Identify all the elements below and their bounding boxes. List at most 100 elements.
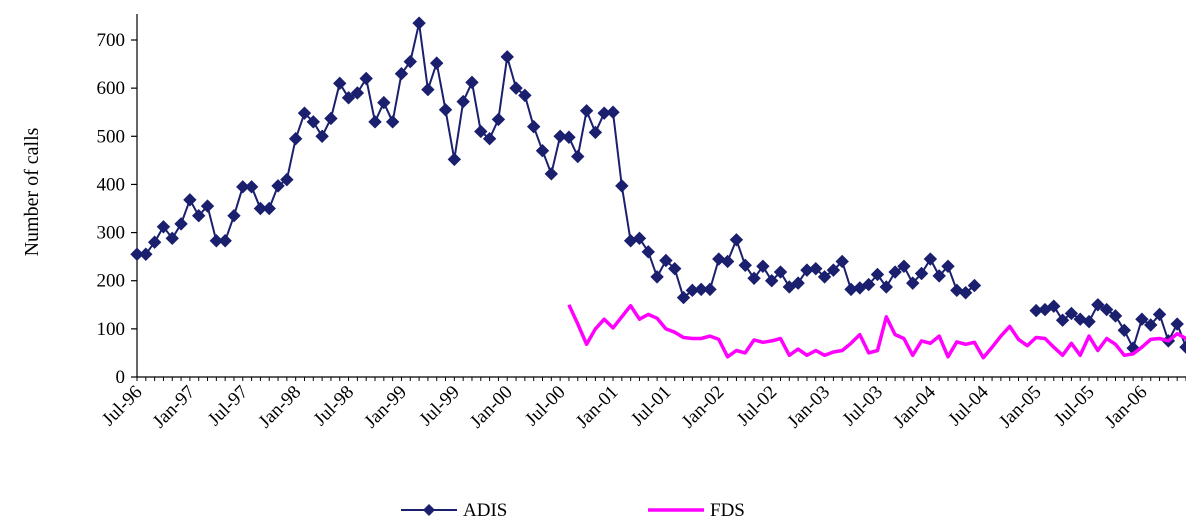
data-point-adis	[588, 125, 603, 140]
data-point-adis	[165, 231, 179, 246]
data-point-adis	[756, 259, 770, 273]
data-point-adis	[1091, 298, 1105, 312]
data-point-adis	[1064, 306, 1079, 321]
data-point-adis	[879, 280, 893, 294]
legend-label: FDS	[710, 500, 745, 521]
data-point-adis	[385, 115, 400, 129]
x-tick-label: Jan-03	[783, 382, 834, 433]
data-point-adis	[958, 286, 973, 300]
y-tick-label: 500	[97, 126, 126, 147]
x-tick-label: Jul-99	[415, 382, 463, 430]
x-tick-label: Jan-00	[466, 382, 517, 433]
data-point-adis	[835, 254, 849, 269]
data-point-adis	[156, 220, 171, 234]
data-point-adis	[368, 115, 382, 129]
data-point-adis	[703, 282, 717, 297]
data-point-adis	[324, 111, 338, 126]
data-point-adis	[244, 180, 259, 194]
data-point-adis	[377, 95, 391, 110]
data-point-adis	[932, 269, 946, 283]
data-point-adis	[1117, 323, 1132, 338]
series-adis	[130, 16, 1186, 355]
data-point-adis	[500, 50, 514, 64]
x-tick-label: Jul-05	[1050, 382, 1098, 430]
legend-marker	[423, 504, 435, 516]
data-point-adis	[200, 199, 215, 213]
x-tick-label: Jul-98	[310, 382, 358, 430]
data-point-adis	[412, 16, 426, 30]
data-point-adis	[438, 103, 453, 117]
y-tick-label: 700	[97, 30, 126, 51]
data-point-adis	[535, 144, 550, 158]
data-point-adis	[562, 130, 576, 144]
data-point-adis	[288, 131, 303, 146]
data-point-adis	[694, 282, 708, 297]
data-point-adis	[676, 290, 691, 305]
x-tick-label: Jan-97	[149, 382, 200, 433]
data-point-adis	[280, 172, 294, 187]
data-point-adis	[906, 276, 920, 290]
x-tick-label: Jul-00	[521, 382, 569, 430]
data-point-adis	[315, 129, 329, 143]
data-point-adis	[773, 265, 788, 279]
data-point-adis	[1099, 302, 1114, 317]
data-point-adis	[1135, 312, 1149, 326]
data-point-adis	[447, 152, 462, 167]
data-point-adis	[1082, 314, 1096, 329]
x-tick-label: Jul-96	[98, 382, 146, 430]
x-tick-label: Jul-97	[204, 382, 252, 430]
data-point-adis	[147, 235, 162, 249]
y-axis-label: Number of calls	[21, 127, 43, 256]
x-tick-label: Jul-03	[839, 382, 887, 430]
data-point-adis	[1152, 307, 1167, 322]
data-point-adis	[720, 254, 735, 269]
data-point-adis	[191, 209, 206, 223]
data-point-adis	[632, 231, 647, 246]
data-point-adis	[403, 54, 417, 69]
data-point-adis	[333, 76, 347, 91]
data-point-adis	[174, 217, 188, 231]
data-point-adis	[465, 75, 479, 90]
data-point-adis	[579, 104, 594, 118]
data-point-adis	[421, 82, 435, 97]
x-tick-label: Jan-01	[572, 382, 623, 433]
data-point-adis	[518, 88, 532, 103]
data-point-adis	[764, 274, 779, 288]
data-point-adis	[474, 124, 488, 139]
data-point-adis	[209, 234, 224, 248]
data-point-adis	[526, 119, 541, 134]
data-point-adis	[870, 267, 885, 282]
data-point-adis	[482, 131, 497, 146]
x-tick-label: Jan-05	[995, 382, 1046, 433]
data-point-adis	[738, 258, 752, 273]
y-axis-ticks: 0 100 200 300 400 500 600 700	[97, 30, 137, 388]
axes	[136, 14, 1186, 378]
data-point-adis	[861, 277, 876, 292]
data-point-adis	[491, 112, 506, 127]
data-point-adis	[183, 193, 197, 207]
series-line-adis	[137, 22, 976, 299]
x-axis-ticks: Jul-96 Jan-97 Jul-97 Jan-98 Jul-98 Jan-99 Jul-…	[98, 377, 1186, 432]
data-point-adis	[817, 270, 832, 284]
legend-item-fds: FDS	[648, 500, 745, 521]
data-point-adis	[729, 233, 744, 247]
x-tick-label: Jan-06	[1101, 382, 1152, 433]
data-point-adis	[227, 209, 241, 223]
data-point-adis	[350, 86, 365, 100]
data-point-adis	[659, 253, 673, 268]
data-point-adis	[1108, 309, 1123, 323]
data-point-adis	[1170, 317, 1184, 331]
legend-label: ADIS	[463, 500, 507, 521]
data-point-adis	[1055, 313, 1070, 327]
data-point-adis	[791, 276, 805, 290]
data-point-adis	[888, 265, 902, 279]
series-fds	[567, 303, 1186, 360]
data-point-adis	[544, 167, 559, 181]
x-tick-label: Jul-04	[944, 381, 993, 430]
data-point-adis	[139, 247, 153, 261]
x-tick-label: Jan-98	[255, 382, 306, 433]
y-tick-label: 0	[116, 367, 126, 388]
data-point-adis	[253, 201, 268, 216]
data-point-adis	[923, 252, 938, 266]
